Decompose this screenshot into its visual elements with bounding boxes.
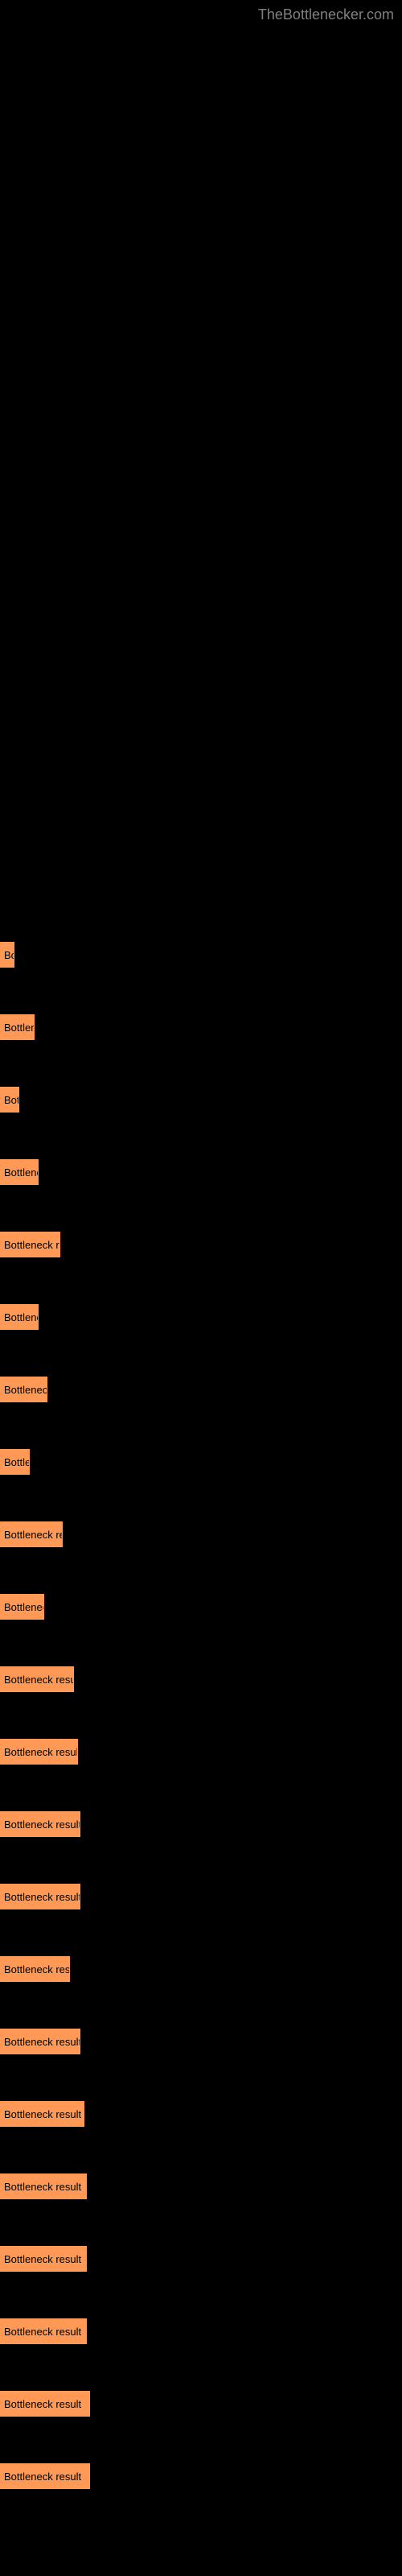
bar-row: Bottleneck result — [0, 2463, 402, 2489]
bar-row: Bottle — [0, 1449, 402, 1475]
bar: Bottleneck re — [0, 1232, 60, 1257]
bar-row: Bottleneck result — [0, 2391, 402, 2417]
bar: Bottleneck resul — [0, 1666, 74, 1692]
bar-row: Bottleneck — [0, 1377, 402, 1402]
bar-label: Bottleneck result — [4, 2181, 81, 2193]
bar: Bo — [0, 942, 14, 968]
bar-row: Bottlen — [0, 1014, 402, 1040]
bar-row: Bottleneck result — [0, 2029, 402, 2054]
bar-label: Bot — [4, 1094, 18, 1106]
bar-label: Bottleneck result — [4, 2036, 80, 2048]
bar-label: Bottleneck resu — [4, 1963, 69, 1975]
bar: Bottleneck result — [0, 2463, 90, 2489]
bar-row: Bo — [0, 942, 402, 968]
bar-chart: Bo Bottlen Bot Bottlene Bottleneck re Bottlen… — [0, 0, 402, 2489]
bar-row: Bottleneck re — [0, 1521, 402, 1547]
bar-row: Bottlene — [0, 1304, 402, 1330]
bar-label: Bottleneck result — [4, 2398, 81, 2410]
bar-label: Bo — [4, 949, 14, 961]
bar: Bottleneck resu — [0, 1956, 70, 1982]
bar: Bottlene — [0, 1304, 39, 1330]
bar-label: Bottleneck result — [4, 2108, 81, 2120]
bar-row: Bottleneck result — [0, 1811, 402, 1837]
bar: Bottleneck result — [0, 2101, 84, 2127]
bar-label: Bottleneck result — [4, 1818, 80, 1831]
bar: Bottle — [0, 1449, 30, 1475]
bar-label: Bottleneck — [4, 1384, 47, 1396]
bar: Bottleneck result — [0, 2318, 87, 2344]
bar: Bottlene — [0, 1159, 39, 1185]
bar-label: Bottleneck resul — [4, 1674, 73, 1686]
bar: Bottleneck result — [0, 1884, 80, 1909]
bar-row: Bottleneck resu — [0, 1956, 402, 1982]
bar-label: Bottleneck result — [4, 2253, 81, 2265]
bar-label: Bottlene — [4, 1311, 38, 1323]
bar-label: Bottlen — [4, 1022, 34, 1034]
bar: Bottleneck re — [0, 1521, 63, 1547]
bar-label: Bottleneck result — [4, 1746, 77, 1758]
bar-row: Bottleneck resul — [0, 1666, 402, 1692]
bar-row: Bottleneck result — [0, 2246, 402, 2272]
bar-label: Bottleneck result — [4, 2326, 81, 2338]
bar-label: Bottle — [4, 1456, 29, 1468]
bar-row: Bottlenec — [0, 1594, 402, 1620]
watermark-text: TheBottlenecker.com — [258, 6, 394, 23]
bar-row: Bottleneck result — [0, 2101, 402, 2127]
bar: Bottlenec — [0, 1594, 44, 1620]
bar-row: Bottleneck result — [0, 2174, 402, 2199]
bar-label: Bottlenec — [4, 1601, 43, 1613]
bar-row: Bottleneck re — [0, 1232, 402, 1257]
bar: Bottleneck result — [0, 2391, 90, 2417]
bar-label: Bottleneck re — [4, 1529, 62, 1541]
bar-label: Bottleneck re — [4, 1239, 59, 1251]
bar-row: Bottleneck result — [0, 1884, 402, 1909]
bar-row: Bottleneck result — [0, 1739, 402, 1765]
bar-label: Bottleneck result — [4, 2471, 81, 2483]
bar-label: Bottlene — [4, 1166, 38, 1179]
bar: Bottleneck — [0, 1377, 47, 1402]
bar: Bottleneck result — [0, 1739, 78, 1765]
bar-row: Bottlene — [0, 1159, 402, 1185]
bar-row: Bot — [0, 1087, 402, 1113]
bar: Bottleneck result — [0, 2246, 87, 2272]
bar: Bottleneck result — [0, 1811, 80, 1837]
bar-row: Bottleneck result — [0, 2318, 402, 2344]
bar: Bot — [0, 1087, 19, 1113]
bar: Bottleneck result — [0, 2029, 80, 2054]
bar-label: Bottleneck result — [4, 1891, 80, 1903]
bar: Bottlen — [0, 1014, 35, 1040]
bar: Bottleneck result — [0, 2174, 87, 2199]
